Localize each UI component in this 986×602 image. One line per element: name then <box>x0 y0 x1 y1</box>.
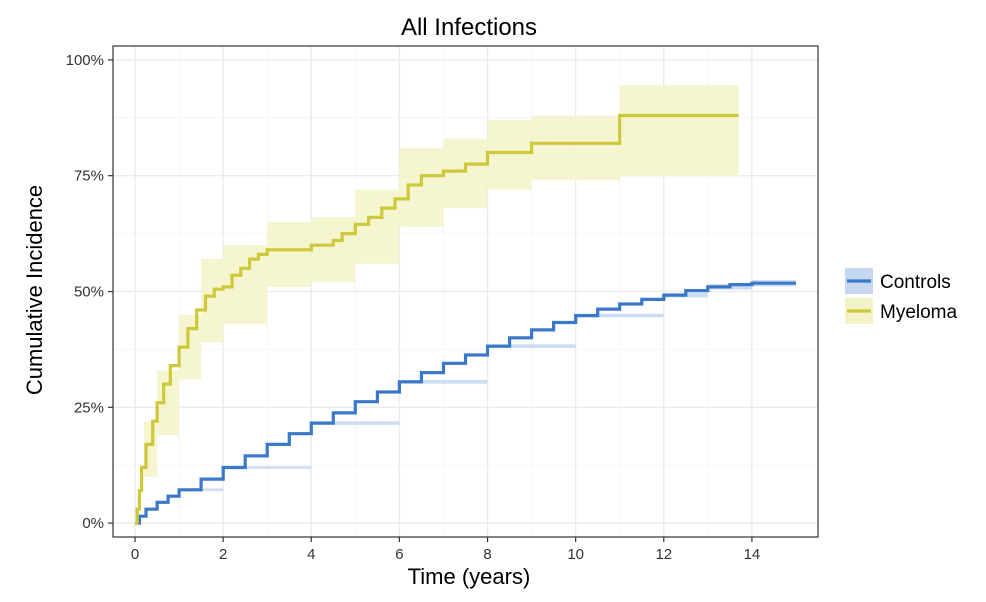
chart-title: All Infections <box>401 14 537 41</box>
y-axis-title: Cumulative Incidence <box>22 185 47 395</box>
series-line-controls <box>135 281 796 525</box>
x-tick-label: 10 <box>567 546 584 563</box>
x-tick-label: 14 <box>744 546 761 563</box>
x-axis-title: Time (years) <box>408 564 531 589</box>
x-tick-label: 2 <box>219 546 227 563</box>
x-tick-label: 6 <box>395 546 403 563</box>
x-tick-label: 4 <box>307 546 315 563</box>
y-tick-label: 100% <box>66 52 104 69</box>
x-tick-label: 8 <box>483 546 491 563</box>
legend-label-myeloma: Myeloma <box>880 302 958 323</box>
x-tick-label: 0 <box>131 546 139 563</box>
y-tick-label: 50% <box>74 284 104 301</box>
x-tick-label: 12 <box>655 546 672 563</box>
y-tick-label: 75% <box>74 168 104 185</box>
legend-label-controls: Controls <box>880 272 951 293</box>
confidence-band-myeloma <box>135 85 739 524</box>
y-tick-label: 25% <box>74 399 104 416</box>
y-tick-label: 0% <box>82 515 104 532</box>
plot-panel: 0 2 4 6 8 10 12 14 0% 25% 50% 75% 100% <box>66 45 819 563</box>
legend: Controls Myeloma <box>845 268 958 324</box>
series-line-myeloma <box>135 113 739 525</box>
